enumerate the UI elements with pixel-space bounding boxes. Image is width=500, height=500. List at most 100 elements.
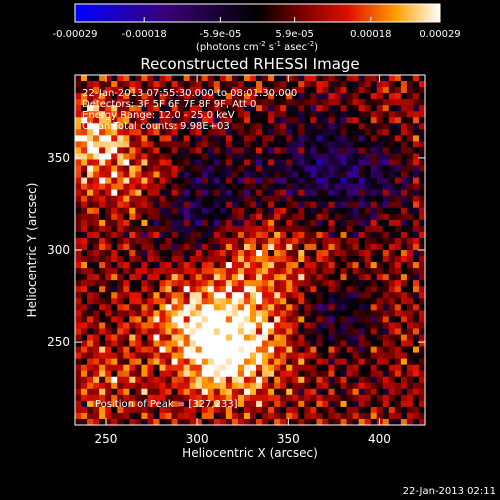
- heatmap-cell: [346, 412, 353, 420]
- heatmap-cell: [400, 394, 408, 402]
- heatmap-cell: [159, 207, 166, 215]
- heatmap-cell: [400, 129, 408, 136]
- heatmap-cell: [292, 292, 299, 299]
- heatmap-cell: [237, 304, 245, 311]
- heatmap-cell: [93, 201, 100, 209]
- heatmap-cell: [334, 195, 341, 203]
- heatmap-cell: [93, 177, 100, 185]
- heatmap-cell: [159, 250, 166, 257]
- heatmap-cell: [334, 219, 341, 227]
- heatmap-cell: [406, 322, 414, 329]
- heatmap-cell: [237, 189, 245, 197]
- heatmap-cell: [87, 280, 94, 287]
- heatmap-cell: [406, 340, 414, 347]
- heatmap-cell: [111, 268, 118, 275]
- heatmap-cell: [171, 292, 178, 299]
- info-line: Detectors: 3F 5F 6F 7F 8F 9F, Att 0: [82, 99, 256, 110]
- heatmap-cell: [334, 274, 341, 281]
- heatmap-cell: [189, 394, 197, 402]
- heatmap-cell: [292, 99, 299, 106]
- heatmap-cell: [237, 159, 245, 166]
- heatmap-cell: [292, 87, 299, 94]
- heatmap-cell: [364, 388, 372, 396]
- heatmap-cell: [286, 93, 293, 100]
- heatmap-cell: [135, 105, 142, 112]
- heatmap-cell: [117, 298, 124, 305]
- heatmap-cell: [201, 334, 209, 341]
- heatmap-cell: [406, 298, 414, 305]
- heatmap-cell: [334, 213, 341, 221]
- heatmap-cell: [340, 183, 347, 191]
- heatmap-cell: [135, 93, 142, 100]
- heatmap-cell: [75, 225, 82, 233]
- heatmap-cell: [225, 346, 233, 353]
- heatmap-cell: [406, 213, 414, 221]
- heatmap-cell: [340, 165, 347, 172]
- heatmap-cell: [243, 105, 251, 112]
- heatmap-cell: [177, 231, 185, 239]
- heatmap-cell: [262, 400, 269, 408]
- heatmap-cell: [129, 394, 136, 402]
- heatmap-cell: [310, 213, 317, 221]
- heatmap-cell: [418, 406, 426, 414]
- heatmap-cell: [195, 105, 203, 112]
- heatmap-cell: [105, 388, 112, 396]
- heatmap-cell: [286, 418, 293, 426]
- heatmap-cell: [328, 135, 335, 142]
- heatmap-cell: [346, 225, 353, 233]
- heatmap-cell: [376, 93, 384, 100]
- heatmap-cell: [213, 292, 221, 299]
- heatmap-cell: [322, 358, 329, 366]
- heatmap-cell: [364, 304, 372, 311]
- heatmap-cell: [105, 81, 112, 88]
- heatmap-cell: [105, 298, 112, 305]
- heatmap-cell: [237, 406, 245, 414]
- heatmap-cell: [81, 153, 88, 160]
- heatmap-cell: [358, 129, 366, 136]
- heatmap-cell: [262, 268, 269, 275]
- heatmap-cell: [237, 322, 245, 329]
- heatmap-cell: [256, 81, 263, 88]
- heatmap-cell: [147, 322, 154, 329]
- heatmap-cell: [99, 75, 106, 82]
- heatmap-cell: [382, 225, 390, 233]
- heatmap-cell: [99, 231, 106, 239]
- heatmap-cell: [87, 268, 94, 275]
- heatmap-cell: [352, 195, 360, 203]
- heatmap-cell: [195, 153, 203, 160]
- heatmap-cell: [328, 141, 335, 148]
- heatmap-cell: [298, 394, 305, 402]
- heatmap-cell: [352, 376, 360, 384]
- heatmap-cell: [418, 243, 426, 251]
- heatmap-cell: [358, 268, 366, 275]
- heatmap-cell: [346, 292, 353, 299]
- heatmap-cell: [171, 286, 178, 293]
- heatmap-cell: [123, 298, 130, 305]
- heatmap-cell: [316, 418, 323, 426]
- heatmap-cell: [322, 364, 329, 372]
- heatmap-cell: [225, 274, 233, 281]
- heatmap-cell: [183, 364, 191, 372]
- heatmap-cell: [280, 99, 287, 106]
- heatmap-cell: [165, 117, 172, 124]
- heatmap-cell: [135, 316, 142, 323]
- heatmap-cell: [213, 406, 221, 414]
- heatmap-cell: [274, 388, 281, 396]
- heatmap-cell: [334, 129, 341, 136]
- heatmap-cell: [231, 183, 239, 191]
- heatmap-cell: [231, 418, 239, 426]
- heatmap-cell: [123, 292, 130, 299]
- heatmap-cell: [243, 250, 251, 257]
- heatmap-cell: [201, 87, 209, 94]
- heatmap-cell: [310, 141, 317, 148]
- heatmap-cell: [268, 237, 275, 245]
- heatmap-cell: [400, 201, 408, 209]
- heatmap-cell: [406, 310, 414, 317]
- heatmap-cell: [346, 358, 353, 366]
- heatmap-cell: [87, 370, 94, 378]
- heatmap-cell: [129, 406, 136, 414]
- heatmap-cell: [195, 352, 203, 360]
- heatmap-cell: [225, 316, 233, 323]
- heatmap-cell: [99, 117, 106, 124]
- heatmap-cell: [370, 274, 378, 281]
